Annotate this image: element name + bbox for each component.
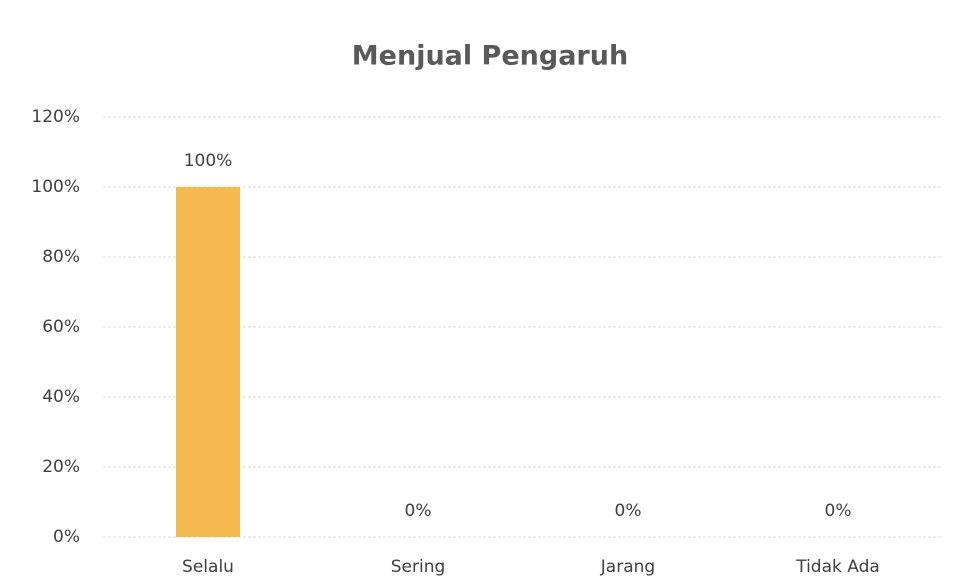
y-tick-label: 120% [31,107,80,127]
y-tick-label: 80% [42,247,80,267]
bar [176,187,240,537]
y-tick-label: 100% [31,177,80,197]
data-label: 0% [615,501,642,521]
x-tick-label: Sering [391,557,446,577]
x-tick-label: Tidak Ada [795,557,880,577]
y-tick-label: 20% [42,457,80,477]
x-tick-label: Jarang [600,557,655,577]
data-label: 0% [405,501,432,521]
y-tick-label: 40% [42,387,80,407]
y-tick-label: 0% [53,527,80,547]
x-tick-label: Selalu [182,557,234,577]
y-tick-label: 60% [42,317,80,337]
data-label: 0% [825,501,852,521]
chart-title: Menjual Pengaruh [352,41,628,72]
data-label: 100% [184,151,233,171]
